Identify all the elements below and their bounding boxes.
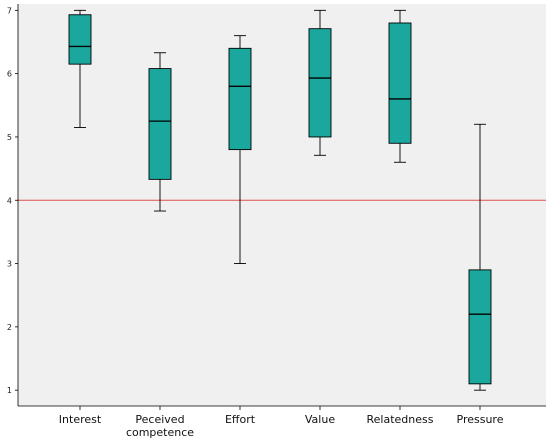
y-tick-label: 5 [7,133,12,142]
x-category-label-line: Relatedness [367,413,434,426]
boxes-layer [68,9,492,391]
y-tick-label: 6 [7,70,12,79]
y-tick-label: 7 [7,6,12,15]
x-category-label: Peceived competence [126,413,194,439]
x-category-label-line: Value [305,413,335,426]
box-4 [308,9,332,156]
axes-layer [15,4,546,410]
iqr-box [148,68,172,180]
y-tick-label: 1 [7,386,12,395]
box-2 [148,52,172,212]
box-6 [468,123,492,391]
x-category-label-line: competence [126,426,194,439]
x-category-label-line: Pressure [457,413,504,426]
x-category-label: Relatedness [367,413,434,426]
x-category-label-line: Interest [59,413,102,426]
y-tick-label: 4 [7,196,12,205]
x-category-label: Effort [225,413,256,426]
x-category-label-line: Peceived [135,413,184,426]
box-5 [388,9,412,163]
x-category-label: Pressure [457,413,504,426]
x-category-label: Value [305,413,335,426]
iqr-box [228,47,252,151]
plot-area [18,4,546,406]
y-tick-label: 2 [7,323,12,332]
y-tick-label: 3 [7,260,12,269]
box-3 [228,35,252,265]
x-category-label-line: Effort [225,413,256,426]
x-category-label: Interest [59,413,102,426]
labels-layer: 1 2 3 4 5 6 7 Interest Peceived competence Effort V… [7,6,504,439]
iqr-box [308,28,332,138]
iqr-box [388,22,412,144]
box-1 [68,9,92,128]
iqr-box [68,14,92,65]
iqr-box [468,269,492,385]
